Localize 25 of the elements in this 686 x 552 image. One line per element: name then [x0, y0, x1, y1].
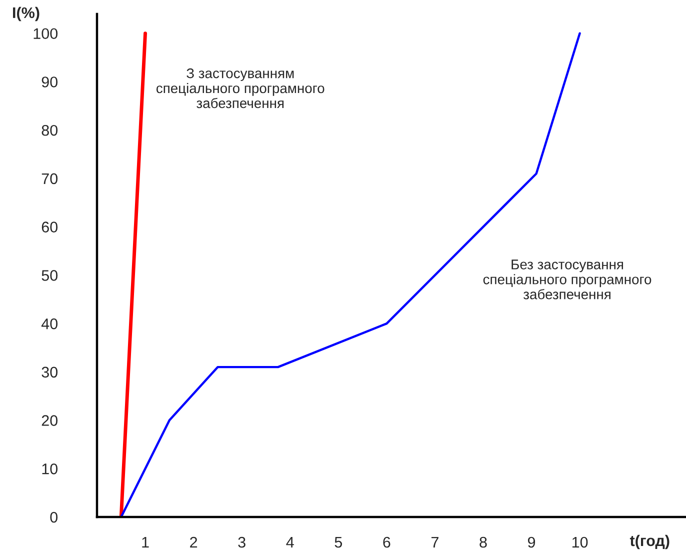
x-axis-title: t(год): [630, 534, 670, 550]
series-label: Без застосування спеціального програмного забезпечення: [483, 260, 652, 300]
x-tick-label: 2: [190, 536, 198, 548]
y-tick-label: 0: [50, 512, 58, 523]
x-tick-label: 3: [238, 536, 246, 548]
y-tick-label: 70: [42, 173, 58, 184]
y-tick-label: 60: [42, 222, 58, 232]
x-tick-label: 1: [142, 537, 149, 548]
series-label: З застосуванням спеціального програмного забезпечення: [156, 68, 324, 108]
y-tick-label: 50: [42, 270, 58, 281]
x-tick-label: 10: [572, 536, 588, 548]
x-tick-label: 4: [286, 537, 294, 548]
y-axis-title: I(%): [13, 6, 40, 22]
y-tick-label: 30: [42, 366, 58, 378]
x-tick-label: 5: [334, 537, 342, 548]
x-tick-label: 8: [480, 536, 487, 548]
y-tick-label: 20: [42, 415, 58, 426]
x-tick-label: 9: [528, 536, 536, 548]
x-tick-label: 7: [431, 537, 438, 548]
y-tick-label: 40: [41, 318, 58, 330]
y-tick-label: 10: [42, 464, 58, 474]
y-tick-label: 90: [42, 76, 58, 88]
x-tick-label: 6: [383, 536, 390, 548]
y-tick-label: 100: [34, 28, 58, 40]
y-tick-label: 80: [42, 124, 58, 136]
